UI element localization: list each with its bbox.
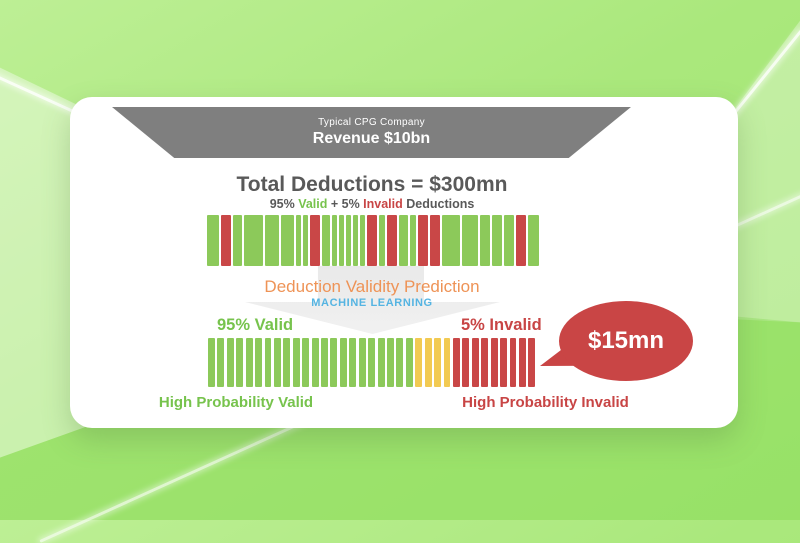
valid-deduction-stripe [264, 338, 272, 387]
valid-deduction-stripe [264, 215, 279, 266]
total-deductions-title: Total Deductions = $300mn [236, 173, 508, 196]
subtitle-plus: + 5% [327, 197, 364, 211]
valid-deduction-stripe [377, 338, 385, 387]
uncertain-deduction-stripe [424, 338, 432, 387]
uncertain-deduction-stripe [434, 338, 442, 387]
mixed-deductions-bar [207, 215, 539, 266]
valid-deduction-stripe [236, 338, 244, 387]
prediction-title: Deduction Validity Prediction [264, 277, 480, 296]
invalid-deduction-stripe [452, 338, 460, 387]
valid-deduction-stripe [244, 215, 263, 266]
valid-deduction-stripe [273, 338, 281, 387]
valid-deduction-stripe [349, 338, 357, 387]
valid-deduction-stripe [321, 338, 328, 387]
invalid-deduction-stripe [528, 338, 536, 387]
valid-deduction-stripe [527, 215, 539, 266]
valid-deduction-stripe [442, 215, 460, 266]
invalid-deduction-stripe [471, 338, 479, 387]
valid-deduction-stripe [322, 215, 330, 266]
invalid-deduction-stripe [481, 338, 489, 387]
invalid-deduction-stripe [366, 215, 377, 266]
invalid-amount-label: $15mn [587, 327, 665, 354]
classified-deductions-bar [208, 338, 536, 387]
invalid-deduction-stripe [515, 215, 526, 266]
valid-deduction-stripe [378, 215, 386, 266]
valid-deduction-stripe [330, 338, 338, 387]
uncertain-deduction-stripe [443, 338, 451, 387]
invalid-deduction-stripe [462, 338, 470, 387]
valid-deduction-stripe [296, 215, 302, 266]
valid-deduction-stripe [503, 215, 514, 266]
valid-deduction-stripe [208, 338, 215, 387]
revenue-label: Revenue $10bn [312, 130, 431, 147]
subtitle-pct-valid: 95% [269, 197, 299, 211]
valid-deduction-stripe [331, 215, 337, 266]
valid-deduction-stripe [339, 338, 347, 387]
invalid-deduction-stripe [221, 215, 232, 266]
valid-deduction-stripe [280, 215, 295, 266]
valid-deduction-stripe [352, 215, 358, 266]
valid-deduction-stripe [358, 338, 366, 387]
valid-deduction-stripe [217, 338, 225, 387]
invalid-deduction-stripe [509, 338, 517, 387]
deductions-subtitle: 95% Valid + 5% Invalid Deductions [70, 197, 674, 211]
valid-deduction-stripe [292, 338, 300, 387]
valid-deduction-stripe [311, 338, 319, 387]
valid-deduction-stripe [283, 338, 291, 387]
invalid-deduction-stripe [430, 215, 441, 266]
valid-deduction-stripe [207, 215, 220, 266]
valid-deduction-stripe [255, 338, 263, 387]
valid-deduction-stripe [387, 338, 394, 387]
valid-deduction-stripe [359, 215, 365, 266]
subtitle-invalid: Invalid [363, 197, 403, 211]
invalid-deduction-stripe [418, 215, 429, 266]
valid-deduction-stripe [461, 215, 478, 266]
uncertain-deduction-stripe [415, 338, 423, 387]
amount-speech-bubble: $15mn [559, 301, 693, 381]
valid-deduction-stripe [479, 215, 490, 266]
high-probability-invalid-label: High Probability Invalid [462, 394, 629, 411]
valid-deduction-stripe [338, 215, 344, 266]
company-type-label: Typical CPG Company [318, 117, 425, 128]
valid-deduction-stripe [409, 215, 417, 266]
infographic-card: Typical CPG Company Revenue $10bn Total … [70, 97, 738, 428]
valid-deduction-stripe [368, 338, 376, 387]
machine-learning-label: MACHINE LEARNING [311, 297, 433, 309]
valid-deduction-stripe [303, 215, 309, 266]
subtitle-valid: Valid [298, 197, 328, 211]
invalid-percent-label: 5% Invalid [461, 316, 542, 334]
valid-deduction-stripe [302, 338, 310, 387]
revenue-funnel: Typical CPG Company Revenue $10bn [112, 107, 631, 158]
infographic-page: { "colors": { "stripe_green": "#8cc95a",… [0, 0, 800, 520]
valid-deduction-stripe [226, 338, 234, 387]
valid-deduction-stripe [396, 338, 404, 387]
high-probability-valid-label: High Probability Valid [158, 394, 314, 411]
invalid-deduction-stripe [500, 338, 507, 387]
invalid-deduction-stripe [310, 215, 321, 266]
valid-deduction-stripe [245, 338, 253, 387]
valid-deduction-stripe [399, 215, 408, 266]
valid-deduction-stripe [491, 215, 502, 266]
valid-deduction-stripe [233, 215, 243, 266]
invalid-deduction-stripe [518, 338, 526, 387]
valid-deduction-stripe [405, 338, 413, 387]
invalid-deduction-stripe [387, 215, 398, 266]
valid-deduction-stripe [345, 215, 351, 266]
invalid-deduction-stripe [490, 338, 498, 387]
valid-percent-label: 95% Valid [217, 316, 294, 334]
subtitle-suffix: Deductions [402, 197, 475, 211]
